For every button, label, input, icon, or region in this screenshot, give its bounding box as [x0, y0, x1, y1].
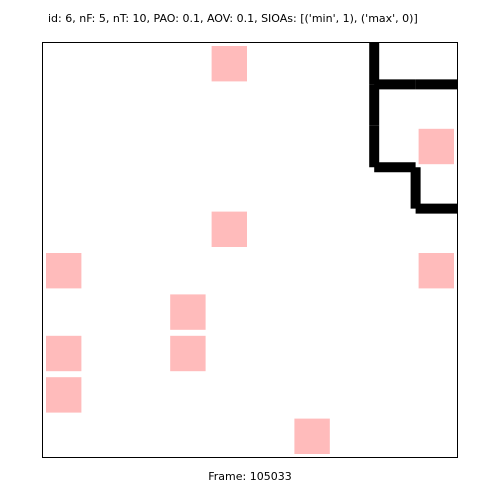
pink-cell [211, 46, 247, 82]
pink-cell [418, 253, 454, 289]
frame-number: 105033 [249, 470, 292, 483]
frame-label: Frame: [208, 470, 247, 483]
pink-cell [46, 377, 82, 413]
pink-cell [170, 294, 206, 330]
episode-info-header: id: 6, nF: 5, nT: 10, PAO: 0.1, AOV: 0.1… [48, 12, 418, 25]
pink-cell [46, 253, 82, 289]
pink-cell [418, 128, 454, 165]
grid-canvas [46, 43, 457, 454]
pink-cell [294, 418, 330, 454]
pink-cell [211, 211, 247, 247]
pink-cell [170, 335, 206, 372]
grid-board [42, 42, 458, 458]
pink-cell [46, 335, 82, 372]
frame-counter: Frame: 105033 [0, 470, 500, 483]
